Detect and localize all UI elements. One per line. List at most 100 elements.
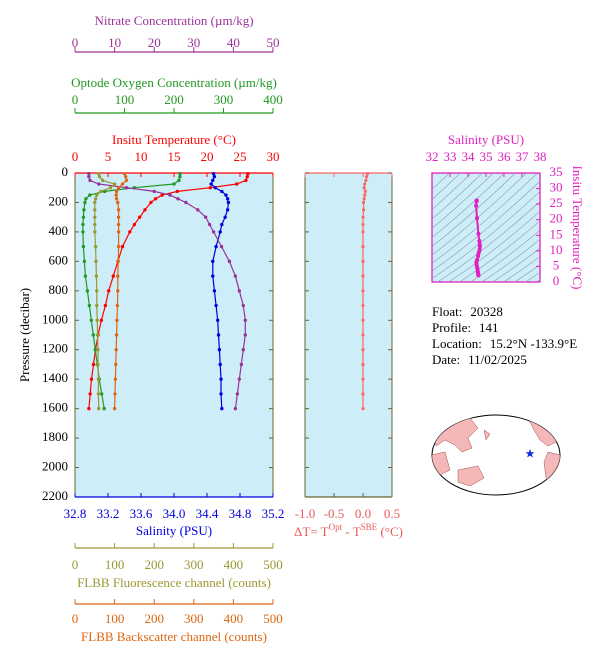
x-tick-label: 100 bbox=[115, 92, 135, 107]
profile-point bbox=[97, 182, 101, 186]
y-tick-label: 35 bbox=[550, 164, 563, 179]
profile-point bbox=[123, 174, 128, 179]
profile-point bbox=[85, 289, 90, 293]
profile-point bbox=[241, 348, 245, 352]
delta-t-point bbox=[361, 215, 365, 219]
density-contour bbox=[458, 220, 540, 282]
profile-point bbox=[124, 178, 129, 183]
x-axis-title-part: SBE bbox=[361, 522, 378, 532]
ts-point bbox=[474, 203, 479, 208]
delta-t-point bbox=[364, 175, 369, 179]
profile-point bbox=[212, 174, 217, 179]
profile-point bbox=[89, 377, 94, 381]
x-tick-label: 0 bbox=[72, 149, 79, 164]
x-axis-title: Salinity (PSU) bbox=[136, 523, 212, 538]
profile-point bbox=[97, 174, 102, 179]
density-contour bbox=[432, 173, 538, 264]
x-tick-label: 300 bbox=[184, 611, 204, 626]
delta-t-point bbox=[361, 377, 365, 381]
profile-point bbox=[116, 215, 121, 219]
profile-point bbox=[124, 186, 129, 190]
y-tick-label: 20 bbox=[550, 211, 563, 226]
x-tick-label: 0 bbox=[72, 35, 79, 50]
profile-point bbox=[96, 377, 101, 381]
x-tick-label: 34.4 bbox=[196, 506, 219, 521]
density-contour bbox=[480, 238, 540, 282]
profile-point bbox=[116, 259, 120, 264]
delta-t-point bbox=[361, 208, 366, 212]
x-tick-label: 34.0 bbox=[163, 506, 186, 521]
profile-point bbox=[88, 392, 92, 396]
x-tick-label: 400 bbox=[224, 557, 244, 572]
x-tick-label: 20 bbox=[201, 149, 214, 164]
profile-point bbox=[178, 172, 182, 176]
profile-point bbox=[93, 244, 98, 249]
profile-point bbox=[114, 362, 118, 367]
y-tick-label: 0 bbox=[553, 273, 560, 288]
info-value: 15.2°N -133.9°E bbox=[490, 336, 577, 351]
profile-point bbox=[225, 208, 230, 212]
profile-point bbox=[94, 274, 99, 278]
y-tick-label: 1600 bbox=[42, 400, 68, 415]
profile-point bbox=[225, 197, 230, 201]
plot-background bbox=[305, 173, 392, 497]
profile-point bbox=[120, 244, 125, 249]
profile-point bbox=[81, 230, 85, 234]
profile-point bbox=[102, 406, 106, 411]
x-tick-label: 33 bbox=[444, 149, 457, 164]
x-tick-label: 0.0 bbox=[355, 506, 371, 521]
profile-point bbox=[96, 348, 100, 352]
profile-point bbox=[216, 318, 220, 322]
profile-point bbox=[114, 197, 119, 201]
density-contour bbox=[432, 173, 461, 200]
info-label: Location: bbox=[432, 336, 482, 351]
profile-point bbox=[101, 178, 105, 183]
profile-point bbox=[93, 197, 98, 201]
x-tick-label: 300 bbox=[184, 557, 204, 572]
x-tick-label: 500 bbox=[263, 611, 283, 626]
delta-t-point bbox=[361, 303, 365, 308]
info-line: Date: 11/02/2025 bbox=[432, 352, 527, 367]
density-contour bbox=[432, 190, 540, 279]
y-tick-label: 200 bbox=[49, 193, 69, 208]
info-line: Profile: 141 bbox=[432, 320, 499, 335]
profile-point bbox=[235, 182, 239, 186]
profile-point bbox=[223, 215, 227, 219]
profile-point bbox=[211, 274, 215, 278]
profile-point bbox=[209, 182, 213, 186]
x-tick-label: 50 bbox=[267, 35, 280, 50]
profile-point bbox=[95, 333, 100, 337]
profile-point bbox=[83, 200, 87, 205]
y-axis-title: Insitu Temperature (°C) bbox=[570, 166, 585, 290]
profile-point bbox=[237, 377, 242, 381]
profile-point bbox=[213, 186, 217, 190]
x-tick-label: 400 bbox=[224, 611, 244, 626]
profile-point bbox=[239, 362, 244, 367]
x-axis-title: FLBB Fluorescence channel (counts) bbox=[77, 575, 271, 590]
info-value: 141 bbox=[479, 320, 499, 335]
profile-point bbox=[120, 182, 125, 186]
profile-point bbox=[219, 392, 223, 396]
delta-t-point bbox=[366, 172, 370, 176]
x-axis-title: ΔT= TOpt - TSBE (°C) bbox=[294, 522, 403, 539]
profile-point bbox=[219, 244, 224, 249]
profile-point bbox=[87, 174, 91, 179]
profile-point bbox=[114, 333, 119, 337]
profile-point bbox=[93, 208, 97, 212]
delta-t-point bbox=[361, 200, 366, 205]
world-map bbox=[431, 414, 561, 496]
profile-point bbox=[81, 215, 86, 219]
x-tick-label: -0.5 bbox=[324, 506, 345, 521]
y-tick-label: 0 bbox=[62, 164, 69, 179]
profile-point bbox=[214, 244, 218, 249]
info-value: 20328 bbox=[470, 304, 503, 319]
profile-point bbox=[208, 186, 212, 190]
ts-point bbox=[474, 199, 479, 204]
delta-t-point bbox=[361, 318, 365, 322]
x-tick-label: 500 bbox=[263, 557, 283, 572]
density-contour bbox=[531, 153, 609, 292]
profile-point bbox=[212, 289, 217, 293]
delta-t-point bbox=[362, 197, 366, 201]
profile-point bbox=[241, 303, 245, 308]
